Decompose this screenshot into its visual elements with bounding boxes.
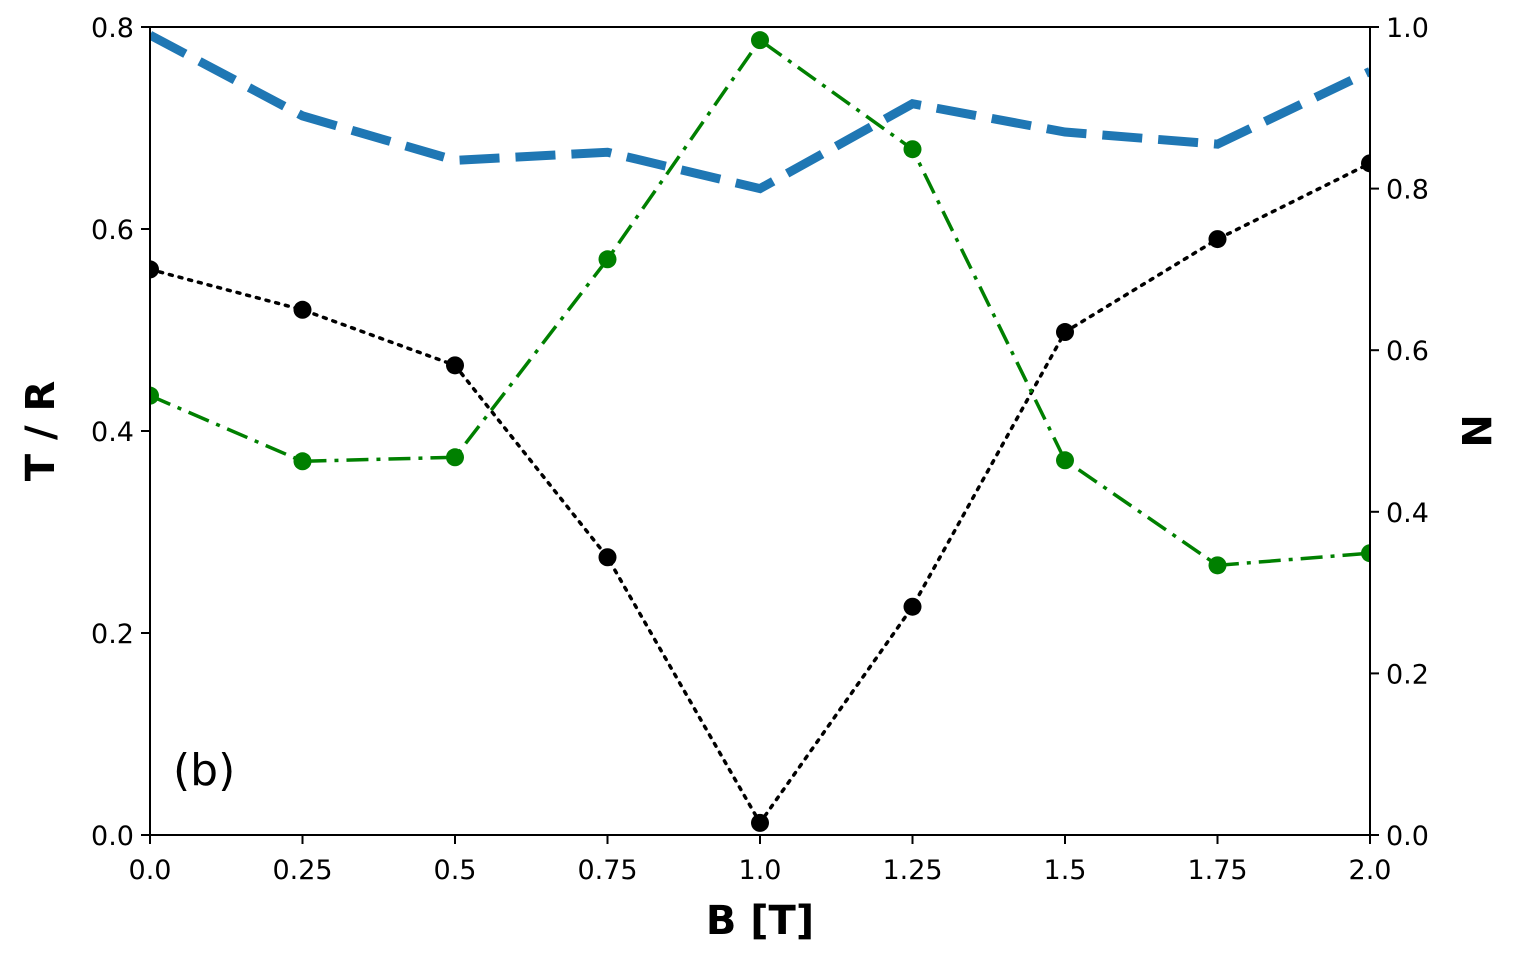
y2-tick-label: 0.0 [1386,821,1429,852]
x-tick-label: 0.0 [129,855,172,886]
x-tick-label: 1.5 [1044,855,1087,886]
series-3-point [1208,556,1227,575]
y-tick-label: 0.0 [91,821,134,852]
series-2-point [150,260,159,279]
x-tick-label: 1.75 [1187,855,1247,886]
series-2-point [293,300,312,319]
left-y-axis-title: T / R [18,381,64,482]
series-2-point [1208,230,1227,249]
y2-tick-label: 0.4 [1386,498,1429,529]
x-axis-title: B [T] [706,898,814,944]
y2-tick-label: 0.6 [1386,336,1429,367]
x-axis-ticks: 0.0 0.25 0.5 0.75 1.0 1.25 1.5 1.75 2.0 [129,835,1392,886]
y2-tick-label: 1.0 [1386,13,1429,44]
series-2-point [1056,323,1074,342]
y-tick-label: 0.6 [91,215,134,246]
series-2-point [446,356,464,375]
panel-label: (b) [173,745,235,796]
series-3-point [1056,451,1074,470]
y2-tick-label: 0.8 [1386,175,1429,206]
series-line-3 [150,37,1370,568]
right-y-axis-ticks: 0.0 0.2 0.4 0.6 0.8 1.0 [1370,13,1429,852]
series-3-point [598,250,617,269]
y-tick-label: 0.2 [91,619,134,650]
y2-tick-label: 0.2 [1386,659,1429,690]
series-line-1 [150,31,1370,194]
series-2-point [903,597,922,616]
series-3-point [446,448,464,467]
y-tick-label: 0.8 [91,13,134,44]
x-tick-label: 2.0 [1349,855,1392,886]
series-2-point [751,813,769,832]
plot-frame [149,26,1371,836]
series-3-point [751,31,769,50]
x-tick-label: 0.5 [434,855,477,886]
series-2-point [598,548,617,567]
y-tick-label: 0.4 [91,417,134,448]
series-2-point [1361,154,1370,173]
x-tick-label: 0.25 [272,855,332,886]
right-y-axis-title: N [1452,414,1498,447]
series-3-point [1361,544,1370,563]
series-3-point [903,140,922,159]
x-tick-label: 1.0 [739,855,782,886]
series-layer [150,31,1370,832]
left-y-axis-ticks: 0.0 0.2 0.4 0.6 0.8 [91,13,150,852]
series-3-point [150,386,159,405]
series-line-2 [150,161,1370,827]
x-tick-label: 0.75 [577,855,637,886]
x-tick-label: 1.25 [882,855,942,886]
series-3-point [293,452,312,471]
